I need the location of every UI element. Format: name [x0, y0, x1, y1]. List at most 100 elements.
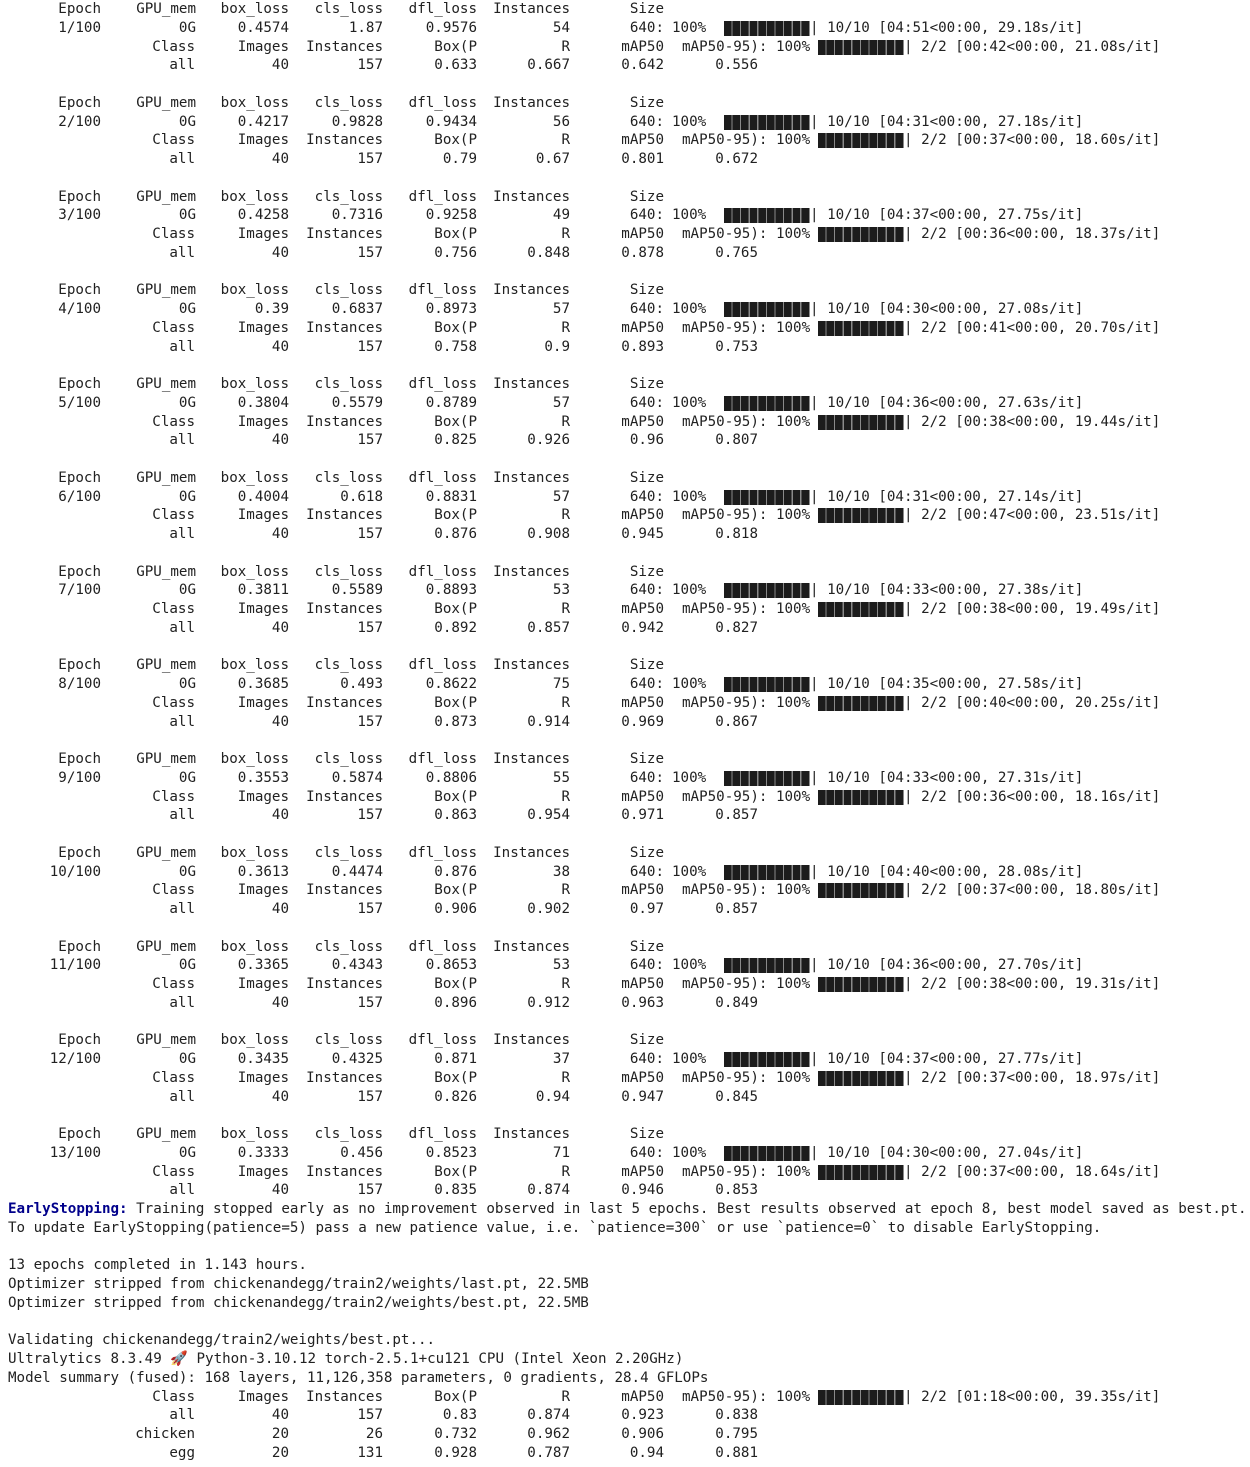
column-header: mAP50 [621, 788, 664, 805]
column-header: Instances [306, 226, 383, 242]
column-header: Class [152, 413, 195, 430]
column-header: Images [237, 976, 289, 992]
column-header: Epoch [58, 1, 101, 17]
images: 40 [271, 244, 289, 261]
cls-loss: 0.7316 [331, 207, 383, 224]
cls-loss: 0.618 [340, 488, 383, 505]
val-progress-bar [818, 789, 904, 805]
train-percent: 100% [672, 394, 707, 411]
column-header: GPU_mem [136, 657, 196, 674]
column-header: Size [629, 1032, 664, 1049]
map50-95: 0.849 [715, 994, 758, 1011]
epoch-header-row: Epoch GPU_mem box_loss cls_loss dfl_loss Inst… [8, 94, 1248, 113]
recall: 0.902 [527, 901, 570, 917]
images: 40 [271, 338, 289, 355]
train-progress-text: | 10/10 [04:35<00:00, 27.58s/it] [810, 676, 1084, 692]
val-instances: 157 [357, 1182, 383, 1199]
column-header: R [561, 226, 570, 242]
instances: 56 [552, 113, 570, 130]
column-header: GPU_mem [136, 469, 196, 486]
column-header: R [561, 132, 570, 149]
map50: 0.942 [621, 619, 664, 636]
val-progress-text: | 2/2 [00:40<00:00, 20.25s/it] [904, 694, 1161, 711]
train-percent: 100% [672, 676, 707, 692]
epoch-header-row: Epoch GPU_mem box_loss cls_loss dfl_loss Inst… [8, 656, 1248, 675]
column-header: R [561, 788, 570, 805]
recall: 0.667 [527, 57, 570, 74]
final-val-progress-bar [818, 1389, 904, 1405]
summary-line [8, 1238, 1248, 1257]
box-loss: 0.39 [254, 301, 289, 317]
images: 20 [271, 1444, 289, 1461]
epoch-header-row: Epoch GPU_mem box_loss cls_loss dfl_loss Inst… [8, 1125, 1248, 1144]
column-header: Instances [493, 469, 570, 486]
column-header: dfl_loss [408, 938, 477, 955]
column-header: Instances [493, 282, 570, 299]
dfl-loss: 0.8973 [425, 301, 477, 317]
train-progress-text: | 10/10 [04:36<00:00, 27.63s/it] [810, 394, 1084, 411]
size: 640: [629, 1051, 664, 1067]
gpu-mem: 0G [178, 207, 196, 224]
column-header: Box(P [434, 601, 477, 617]
column-header: Class [152, 1388, 195, 1405]
column-header: R [561, 1163, 570, 1180]
precision: 0.863 [434, 807, 477, 824]
column-header: Images [237, 694, 289, 711]
column-header: Epoch [58, 94, 101, 111]
column-header: box_loss [220, 188, 289, 205]
train-percent: 100% [672, 957, 707, 974]
column-header: mAP50 [621, 507, 664, 524]
column-header: Epoch [58, 282, 101, 299]
instances: 57 [552, 301, 570, 317]
column-header: GPU_mem [136, 94, 196, 111]
train-row: 2/100 0G 0.4217 0.9828 0.9434 56 640: 100% | 10/… [8, 113, 1248, 132]
val-progress-text: | 2/2 [00:47<00:00, 23.51s/it] [904, 507, 1161, 524]
class-label: all [169, 151, 195, 167]
class-label: all [169, 1088, 195, 1105]
epoch-header-row: Epoch GPU_mem box_loss cls_loss dfl_loss Inst… [8, 563, 1248, 582]
epoch-header-row: Epoch GPU_mem box_loss cls_loss dfl_loss Inst… [8, 469, 1248, 488]
val-results-row: all 40 157 0.835 0.874 0.946 0.853 [8, 1181, 1248, 1200]
column-header: Instances [493, 1, 570, 17]
val-instances: 157 [357, 244, 383, 261]
column-header: dfl_loss [408, 188, 477, 205]
dfl-loss: 0.8789 [425, 394, 477, 411]
val-progress-text: | 2/2 [00:36<00:00, 18.16s/it] [904, 788, 1161, 805]
size: 640: [629, 301, 664, 317]
recall: 0.926 [527, 432, 570, 449]
dfl-loss: 0.8893 [425, 582, 477, 599]
cls-loss: 0.6837 [331, 301, 383, 317]
column-header: mAP50-95): 100% [682, 319, 811, 336]
column-header: Epoch [58, 1126, 101, 1142]
train-percent: 100% [672, 582, 707, 599]
dfl-loss: 0.8622 [425, 676, 477, 692]
column-header: dfl_loss [408, 751, 477, 767]
map50-95: 0.795 [715, 1426, 758, 1442]
train-progress-bar [724, 20, 810, 36]
val-results-row: all 40 157 0.758 0.9 0.893 0.753 [8, 338, 1248, 357]
train-row: 10/100 0G 0.3613 0.4474 0.876 38 640: 100% | 10/… [8, 863, 1248, 882]
size: 640: [629, 113, 664, 130]
column-header: Size [629, 1, 664, 17]
gpu-mem: 0G [178, 582, 196, 599]
column-header: mAP50 [621, 413, 664, 430]
column-header: Instances [306, 319, 383, 336]
column-header: Instances [306, 413, 383, 430]
column-header: Epoch [58, 657, 101, 674]
column-header: box_loss [220, 1, 289, 17]
instances: 38 [552, 863, 570, 880]
train-row: 12/100 0G 0.3435 0.4325 0.871 37 640: 100% | 10/… [8, 1050, 1248, 1069]
column-header: Class [152, 601, 195, 617]
train-percent: 100% [672, 769, 707, 786]
column-header: Box(P [434, 38, 477, 55]
column-header: Size [629, 657, 664, 674]
column-header: R [561, 976, 570, 992]
instances: 55 [552, 769, 570, 786]
column-header: Images [237, 1069, 289, 1086]
instances: 157 [357, 1407, 383, 1424]
cls-loss: 0.5874 [331, 769, 383, 786]
val-results-row: all 40 157 0.892 0.857 0.942 0.827 [8, 619, 1248, 638]
column-header: Size [629, 469, 664, 486]
